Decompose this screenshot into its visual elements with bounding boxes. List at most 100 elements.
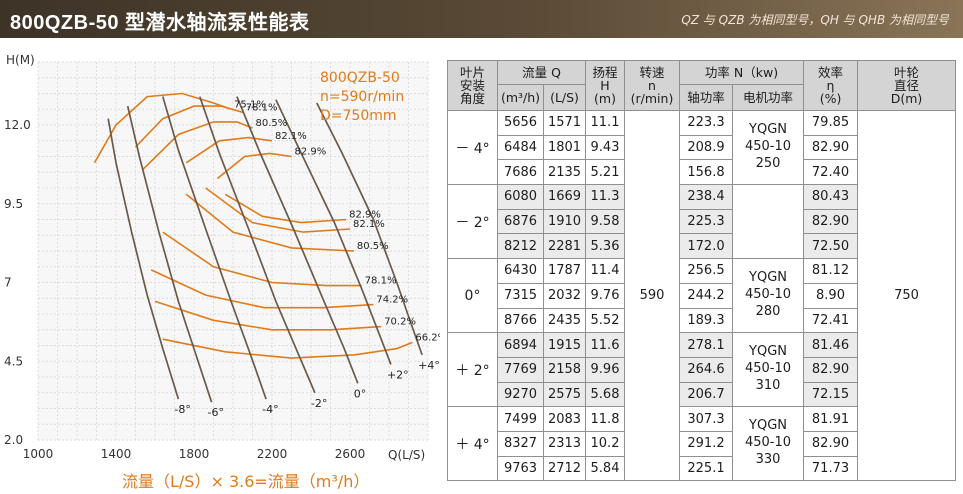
- hdr-eff-1: 效率: [818, 64, 844, 80]
- performance-chart: 1000 1400 1800 2200 2600 2.0 4.5 7 9.5 12.0 75.1%…: [0, 44, 440, 494]
- y-tick-label: 12.0: [4, 118, 31, 132]
- table-row: 7769 2158 9.96 264.6 82.90: [448, 356, 956, 383]
- motor-model-line: 310: [755, 378, 781, 394]
- flow-m3h-cell: 9270: [497, 381, 544, 408]
- motor-model-line: 450-10: [744, 361, 792, 377]
- col-blade-angle: 叶片 安装 角度: [447, 60, 498, 111]
- flow-ls-cell: 2575: [543, 381, 586, 408]
- page-title: 800QZB-50 型潜水轴流泵性能表: [10, 12, 310, 34]
- blade-angle-cell: 0°: [447, 258, 498, 334]
- efficiency-cell: 82.90: [803, 430, 859, 457]
- efficiency-cell: 82.90: [803, 208, 859, 235]
- efficiency-curves: [93, 92, 413, 359]
- hdr-imp-3: D(m): [890, 91, 923, 107]
- table-row: 6876 1910 9.58 225.3 82.90: [448, 208, 956, 235]
- motor-model-line: YQGN: [749, 344, 787, 360]
- efficiency-cell: 82.90: [803, 356, 859, 383]
- blade-angle-curve: [107, 118, 180, 400]
- efficiency-label: 70.2%: [384, 317, 416, 328]
- col-shaft-power: 轴功率: [679, 84, 733, 111]
- hdr-blade-1: 叶片: [459, 64, 485, 80]
- col-power: 功率 N（kw): [678, 60, 805, 85]
- shaft-power-cell: 208.9: [679, 134, 733, 161]
- flow-m3h-cell: 5656: [497, 110, 544, 136]
- flow-m3h-cell: 8766: [497, 307, 544, 334]
- efficiency-curve: [142, 121, 253, 170]
- efficiency-curve: [185, 136, 273, 164]
- y-tick-label: 7: [4, 276, 12, 290]
- flow-ls-cell: 1787: [543, 258, 586, 284]
- head-cell: 5.68: [585, 381, 625, 408]
- hdr-head-3: (m): [594, 91, 616, 107]
- efficiency-cell: 71.73: [803, 455, 859, 482]
- head-cell: 10.2: [585, 430, 625, 457]
- efficiency-curve: [134, 105, 244, 148]
- x-tick-label: 1800: [179, 447, 210, 461]
- col-speed: 转速 n (r/min): [624, 60, 680, 111]
- efficiency-label: 80.5%: [256, 118, 288, 129]
- efficiency-label: 82.9%: [349, 210, 381, 221]
- table-row: － 4° 5656 1571 11.1 590 223.3 YQGN 450-10 250 79.…: [447, 109, 957, 482]
- chart-info: 800QZB-50 n=590r/min D=750mm: [320, 70, 404, 124]
- shaft-power-cell: 278.1: [679, 332, 733, 358]
- hdr-speed-2: n: [648, 77, 656, 93]
- flow-m3h-cell: 6894: [497, 332, 544, 358]
- table-row: － 2° 6080 1669 11.3 238.4 80.43: [447, 184, 956, 260]
- shaft-power-cell: 291.2: [679, 430, 733, 457]
- flow-m3h-cell: 9763: [497, 455, 544, 482]
- efficiency-cell: 72.50: [803, 233, 859, 260]
- motor-power-cell: YQGN 450-10 310: [731, 332, 805, 408]
- efficiency-label: 82.1%: [275, 131, 307, 142]
- head-cell: 11.8: [585, 406, 625, 432]
- hdr-blade-2: 安装: [459, 77, 485, 93]
- head-cell: 11.3: [585, 184, 625, 210]
- model-note: QZ 与 QZB 为相同型号，QH 与 QHB 为相同型号: [681, 13, 949, 27]
- blade-angle-cell: － 4°: [447, 109, 498, 186]
- flow-m3h-cell: 6484: [497, 134, 544, 161]
- head-cell: 5.36: [585, 233, 625, 260]
- efficiency-cell: 8.90: [803, 282, 859, 309]
- efficiency-curve: [216, 152, 292, 180]
- motor-model-line: YQGN: [749, 418, 787, 434]
- table-row: 9270 2575 5.68 206.7 72.15: [448, 381, 956, 408]
- flow-ls-cell: 2083: [543, 406, 586, 432]
- impeller-diameter-cell: 750: [857, 109, 957, 482]
- efficiency-label: 82.9%: [295, 147, 327, 158]
- efficiency-label: 74.2%: [376, 295, 408, 306]
- efficiency-label: 82.1%: [353, 219, 385, 230]
- efficiency-curve: [224, 193, 347, 224]
- blade-angle-curve: [161, 96, 267, 400]
- flow-m3h-cell: 8212: [497, 233, 544, 260]
- flow-m3h-cell: 6080: [497, 184, 544, 210]
- blade-angle-label: 0°: [354, 387, 367, 400]
- hdr-head-1: 扬程: [592, 64, 618, 80]
- blade-angle-label: -8°: [174, 403, 190, 416]
- flow-ls-cell: 2032: [543, 282, 586, 309]
- shaft-power-cell: 256.5: [679, 258, 733, 284]
- efficiency-curve: [150, 269, 374, 309]
- table-row: 0° 6430 1787 11.4 256.5 YQGN 450-10 280 81.12: [447, 258, 956, 334]
- motor-power-cell: [731, 184, 805, 260]
- head-cell: 9.43: [585, 134, 625, 161]
- motor-power-cell: YQGN 450-10 280: [731, 258, 805, 334]
- shaft-power-cell: 172.0: [679, 233, 733, 260]
- col-flow-ls: (L/S): [543, 84, 586, 111]
- hdr-speed-1: 转速: [639, 64, 665, 80]
- table-row: 8212 2281 5.36 172.0 72.50: [448, 233, 956, 260]
- table-row: ＋ 2° 6894 1915 11.6 278.1 YQGN 450-10 310 81.46: [447, 332, 956, 408]
- blade-angle-curves: [107, 96, 423, 403]
- blade-angle-cell: ＋ 2°: [447, 332, 498, 408]
- flow-ls-cell: 1915: [543, 332, 586, 358]
- motor-model-line: YQGN: [749, 122, 787, 138]
- head-cell: 11.4: [585, 258, 625, 284]
- blade-angle-cell: ＋ 4°: [447, 406, 498, 482]
- efficiency-label: 66.2%: [415, 332, 440, 343]
- flow-ls-cell: 2712: [543, 455, 586, 482]
- efficiency-label: 78.1%: [246, 102, 278, 113]
- blade-angle-label: +4°: [418, 359, 440, 372]
- motor-model-line: 280: [755, 304, 781, 320]
- x-tick-label: 2200: [257, 447, 288, 461]
- flow-ls-cell: 2313: [543, 430, 586, 457]
- shaft-power-cell: 264.6: [679, 356, 733, 383]
- efficiency-label: 75.1%: [234, 99, 266, 110]
